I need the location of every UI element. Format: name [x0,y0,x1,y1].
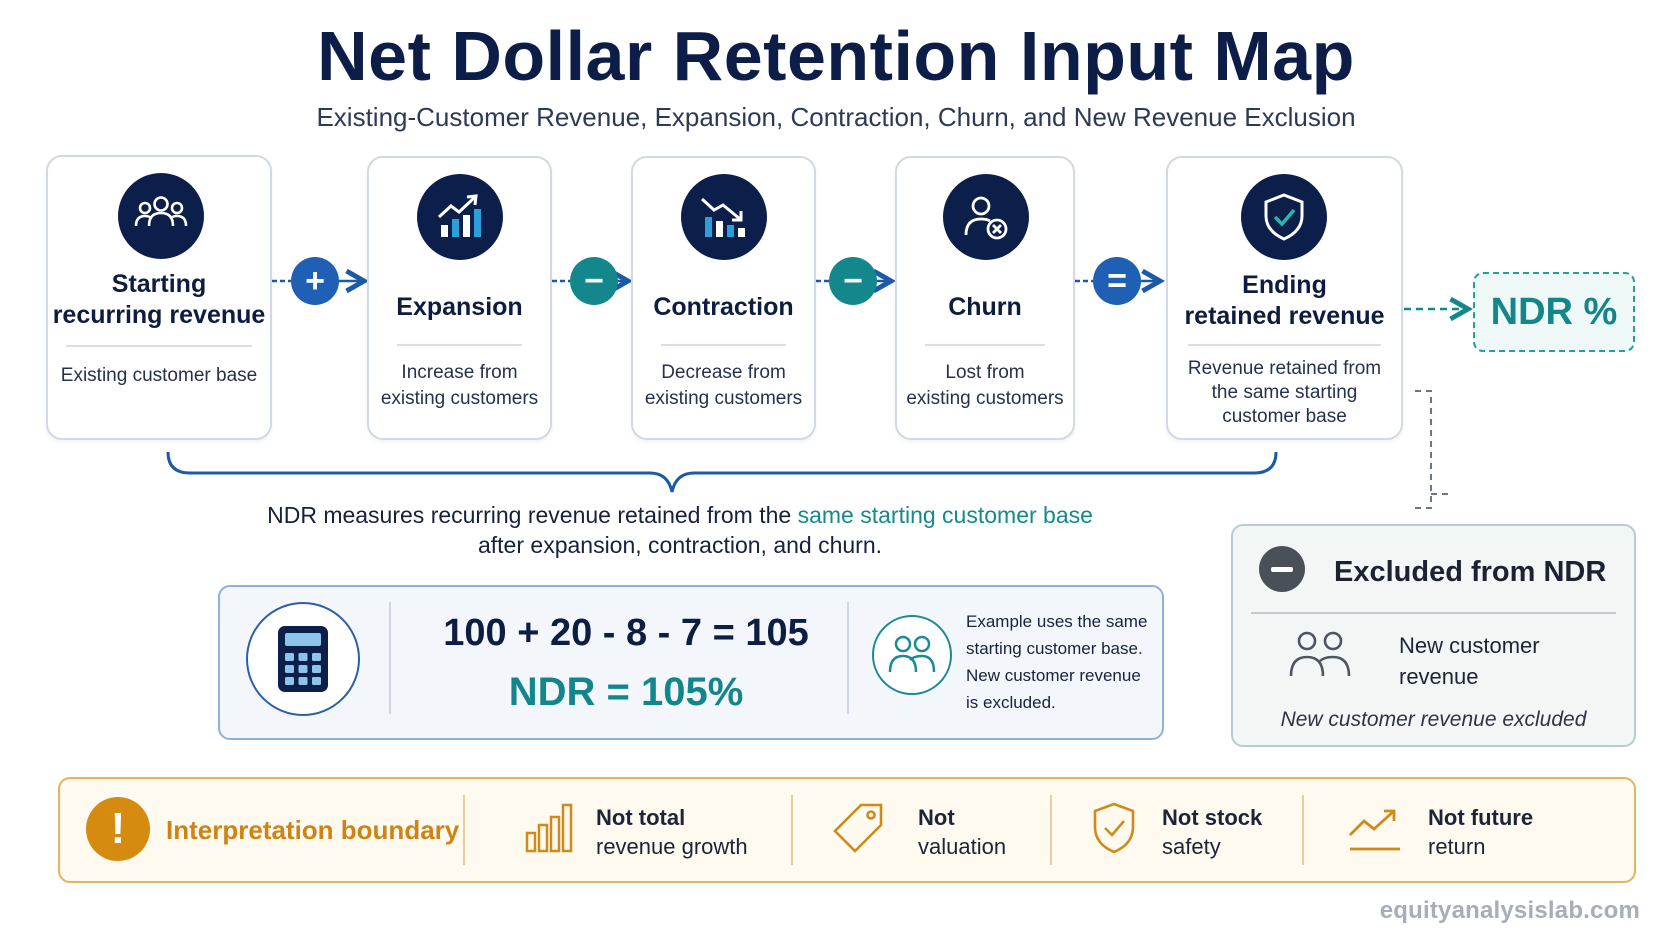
step-starting-revenue: Starting recurring revenue Existing cust… [46,155,272,440]
step-title-line2: recurring revenue [52,301,266,329]
example-text-line1: Example uses the same [966,612,1148,631]
bar-chart-icon [524,801,574,855]
minus-operator-icon: − [829,257,877,305]
note-highlight: same starting customer base [797,502,1093,528]
calculator-icon [246,602,360,716]
exclusion-bracket [1415,390,1451,509]
divider [1050,795,1052,865]
step-contraction: Contraction Decrease from existing custo… [631,156,816,440]
note-text: NDR measures recurring revenue retained … [267,502,798,528]
plus-operator-icon: + [291,257,339,305]
users-icon [118,173,204,259]
minus-circle-icon [1259,546,1305,592]
boundary-item: Not total revenue growth [596,803,748,861]
step-churn: Churn Lost from existing customers [895,156,1075,440]
shield-check-icon [1090,800,1138,856]
shield-check-icon [1241,174,1327,260]
minus-operator-icon: − [570,257,618,305]
boundary-item-line1: Not total [596,805,686,830]
boundary-item: Not stock safety [1162,803,1262,861]
page-title: Net Dollar Retention Input Map [317,17,1355,95]
page-subtitle: Existing-Customer Revenue, Expansion, Co… [316,102,1356,132]
step-desc-line3: customer base [1222,406,1347,427]
warning-icon: ! [86,797,150,861]
divider [847,602,849,714]
example-calculation-panel [218,585,1164,740]
boundary-item-line2: safety [1162,834,1221,859]
step-desc-line1: Increase from [401,362,518,383]
step-desc-line1: Lost from [945,362,1025,383]
flow-brace [166,451,1278,493]
customers-icon [872,615,952,695]
boundary-item-line1: Not future [1428,805,1534,830]
ndr-definition-note: NDR measures recurring revenue retained … [240,500,1120,560]
step-expansion: Expansion Increase from existing custome… [367,156,552,440]
trend-down-chart-icon [681,174,767,260]
divider [925,344,1045,346]
step-desc-line1: Revenue retained from [1187,358,1382,379]
excluded-note: New customer revenue excluded [1280,708,1587,731]
boundary-item-line1: Not [918,805,955,830]
excluded-panel [1231,524,1636,747]
divider [463,795,465,865]
interpretation-boundary-panel [58,777,1636,883]
example-explanation: Example uses the same starting customer … [966,608,1158,716]
example-text-line3: New customer revenue [966,666,1141,685]
example-ndr-value: NDR = 105% [508,670,744,714]
step-desc-line2: the same starting [1211,382,1358,403]
example-text-line2: starting customer base. [966,639,1143,658]
note-line2: after expansion, contraction, and churn. [477,532,883,558]
step-title: Expansion [396,293,523,321]
divider [791,795,793,865]
excluded-item-label: New customer revenue [1399,630,1599,692]
excluded-label-line2: revenue [1399,664,1479,689]
step-title-line2: retained revenue [1184,302,1385,330]
step-desc: Existing customer base [60,365,258,386]
boundary-item: Not valuation [918,803,1006,861]
step-ending-revenue: Ending retained revenue Revenue retained… [1166,156,1403,440]
divider [66,345,252,347]
boundary-item-line2: valuation [918,834,1007,859]
equals-operator-icon: = [1093,257,1141,305]
step-title: Contraction [653,293,794,321]
divider [1251,612,1616,614]
excluded-title: Excluded from NDR [1334,556,1607,588]
divider [389,602,391,714]
trend-up-icon [1346,805,1404,853]
trend-up-chart-icon [417,174,503,260]
example-text-line4: is excluded. [966,693,1056,712]
step-desc-line2: existing customers [906,388,1064,409]
boundary-item-line1: Not stock [1162,805,1263,830]
step-desc-line2: existing customers [644,388,803,409]
user-remove-icon [943,174,1029,260]
example-equation: 100 + 20 - 8 - 7 = 105 [443,612,809,654]
boundary-title: Interpretation boundary [166,815,460,845]
divider [397,344,522,346]
tag-icon [831,801,885,855]
excluded-label-line1: New customer [1399,633,1540,658]
site-watermark: equityanalysislab.com [1379,897,1640,924]
step-title-line1: Ending [1242,271,1327,299]
boundary-item-line2: revenue growth [596,834,748,859]
step-title-line1: Starting [111,270,207,298]
step-title: Churn [948,293,1022,321]
divider [1188,344,1381,346]
step-desc-line1: Decrease from [661,362,786,383]
boundary-item-line2: return [1428,834,1486,859]
connector-arrows [272,281,1468,309]
divider [1302,795,1304,865]
divider [661,344,786,346]
ndr-result-box: NDR % [1473,272,1635,352]
boundary-item: Not future return [1428,803,1533,861]
new-customers-icon [1287,630,1353,685]
step-desc-line2: existing customers [380,388,539,409]
